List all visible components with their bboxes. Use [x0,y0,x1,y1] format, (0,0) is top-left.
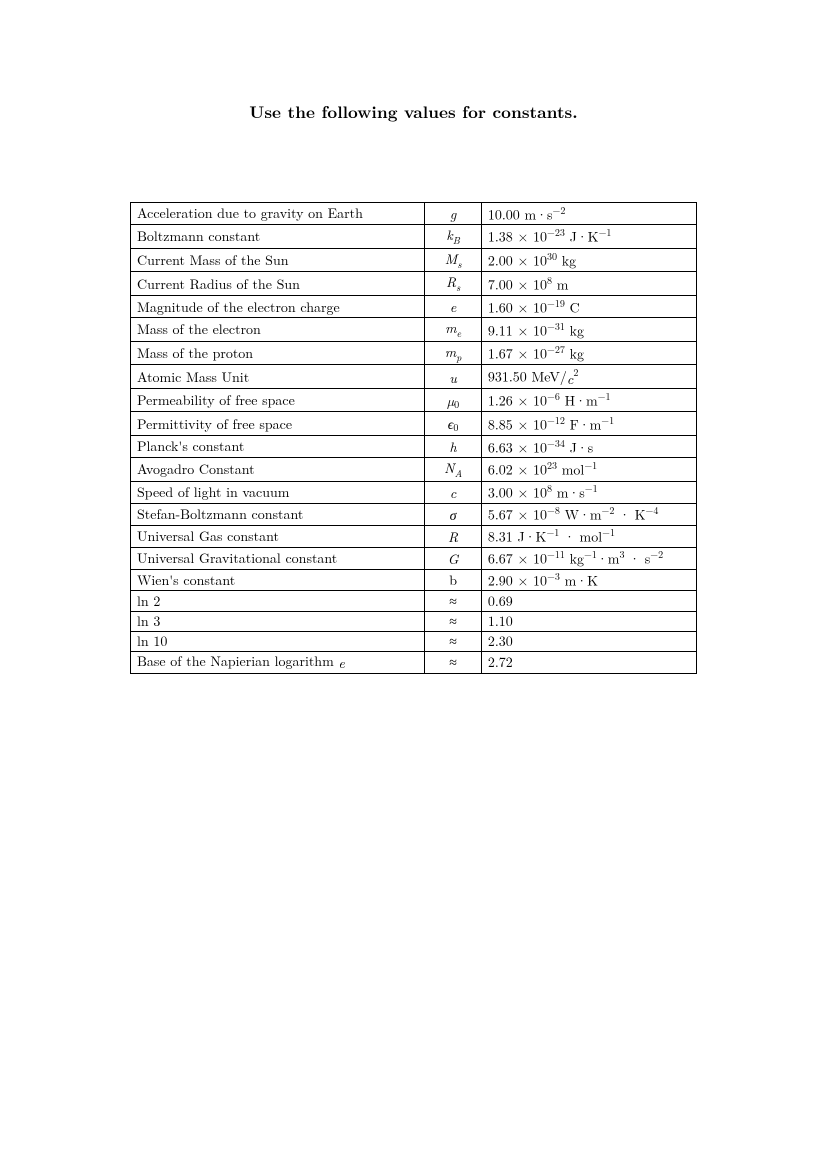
table-row: ln 10≈2.30 [131,631,697,651]
constants-tbody: Acceleration due to gravity on Earthg10.… [131,203,697,674]
constant-name: Mass of the proton [131,341,425,365]
constant-symbol: kB [425,225,482,249]
constant-symbol: ≈ [425,591,482,611]
constant-symbol: me [425,318,482,342]
constant-symbol: R [425,525,482,547]
constant-name: Speed of light in vacuum [131,481,425,503]
constant-name: Wien's constant [131,569,425,591]
constant-symbol: ϵ0 [425,412,482,435]
constant-value: 10.00 m·s−2 [481,203,696,225]
constant-symbol: ≈ [425,611,482,631]
constant-symbol: u [425,365,482,389]
constant-name: Permeability of free space [131,389,425,412]
constant-value: 1.26 × 10−6 H·m−1 [481,389,696,412]
constant-name: Avogadro Constant [131,457,425,481]
constant-symbol: µ0 [425,389,482,412]
table-row: Boltzmann constantkB1.38 × 10−23 J·K−1 [131,225,697,249]
constant-symbol: σ [425,503,482,525]
page-title: Use the following values for constants. [130,100,697,124]
constant-value: 7.00 × 108 m [481,272,696,296]
page-container: Use the following values for constants. … [0,0,827,674]
constant-value: 2.30 [481,631,696,651]
constant-name: Universal Gravitational constant [131,547,425,569]
constant-value: 6.67 × 10−11 kg−1·m3 · s−2 [481,547,696,569]
constant-value: 3.00 × 108 m·s−1 [481,481,696,503]
table-row: Universal Gas constantR8.31 J·K−1 · mol−… [131,525,697,547]
table-row: Current Mass of the SunMs2.00 × 1030 kg [131,248,697,272]
constant-name: Permittivity of free space [131,412,425,435]
constant-name: ln 3 [131,611,425,631]
constant-name: Base of the Napierian logarithm e [131,651,425,673]
constant-value: 8.85 × 10−12 F·m−1 [481,412,696,435]
constant-name: Acceleration due to gravity on Earth [131,203,425,225]
constant-value: 6.02 × 1023 mol−1 [481,457,696,481]
table-row: Permeability of free spaceµ01.26 × 10−6 … [131,389,697,412]
table-row: Avogadro ConstantNA6.02 × 1023 mol−1 [131,457,697,481]
constant-name: Atomic Mass Unit [131,365,425,389]
constant-value: 1.10 [481,611,696,631]
constant-name: Magnitude of the electron charge [131,296,425,318]
table-row: Planck's constanth6.63 × 10−34 J·s [131,435,697,457]
constant-symbol: mp [425,341,482,365]
table-row: Base of the Napierian logarithm e≈2.72 [131,651,697,673]
constant-value: 931.50 MeV/c2 [481,365,696,389]
constant-name: ln 10 [131,631,425,651]
table-row: Wien's constantb2.90 × 10−3 m·K [131,569,697,591]
constant-value: 1.67 × 10−27 kg [481,341,696,365]
constant-name: Current Radius of the Sun [131,272,425,296]
table-row: Atomic Mass Unitu931.50 MeV/c2 [131,365,697,389]
constant-symbol: Ms [425,248,482,272]
table-row: Acceleration due to gravity on Earthg10.… [131,203,697,225]
constant-symbol: b [425,569,482,591]
constant-symbol: ≈ [425,651,482,673]
table-row: ln 2≈0.69 [131,591,697,611]
constant-value: 8.31 J·K−1 · mol−1 [481,525,696,547]
constant-symbol: G [425,547,482,569]
constant-value: 2.00 × 1030 kg [481,248,696,272]
constant-symbol: NA [425,457,482,481]
constant-symbol: g [425,203,482,225]
constant-value: 2.72 [481,651,696,673]
constant-value: 0.69 [481,591,696,611]
table-row: ln 3≈1.10 [131,611,697,631]
constant-name: ln 2 [131,591,425,611]
table-row: Mass of the electronme9.11 × 10−31 kg [131,318,697,342]
constant-name: Planck's constant [131,435,425,457]
constant-value: 9.11 × 10−31 kg [481,318,696,342]
table-row: Current Radius of the SunRs7.00 × 108 m [131,272,697,296]
constant-value: 1.38 × 10−23 J·K−1 [481,225,696,249]
constant-symbol: e [425,296,482,318]
constant-value: 6.63 × 10−34 J·s [481,435,696,457]
table-row: Universal Gravitational constantG6.67 × … [131,547,697,569]
constant-name: Stefan-Boltzmann constant [131,503,425,525]
constant-symbol: ≈ [425,631,482,651]
constant-symbol: h [425,435,482,457]
constant-name: Boltzmann constant [131,225,425,249]
constant-value: 5.67 × 10−8 W·m−2 · K−4 [481,503,696,525]
table-row: Stefan-Boltzmann constantσ5.67 × 10−8 W·… [131,503,697,525]
table-row: Magnitude of the electron chargee1.60 × … [131,296,697,318]
table-row: Permittivity of free spaceϵ08.85 × 10−12… [131,412,697,435]
constant-symbol: Rs [425,272,482,296]
constant-value: 1.60 × 10−19 C [481,296,696,318]
constant-name: Universal Gas constant [131,525,425,547]
constant-name: Mass of the electron [131,318,425,342]
constant-name: Current Mass of the Sun [131,248,425,272]
table-row: Mass of the protonmp1.67 × 10−27 kg [131,341,697,365]
constant-value: 2.90 × 10−3 m·K [481,569,696,591]
constant-symbol: c [425,481,482,503]
table-row: Speed of light in vacuumc3.00 × 108 m·s−… [131,481,697,503]
constants-table: Acceleration due to gravity on Earthg10.… [130,202,697,674]
